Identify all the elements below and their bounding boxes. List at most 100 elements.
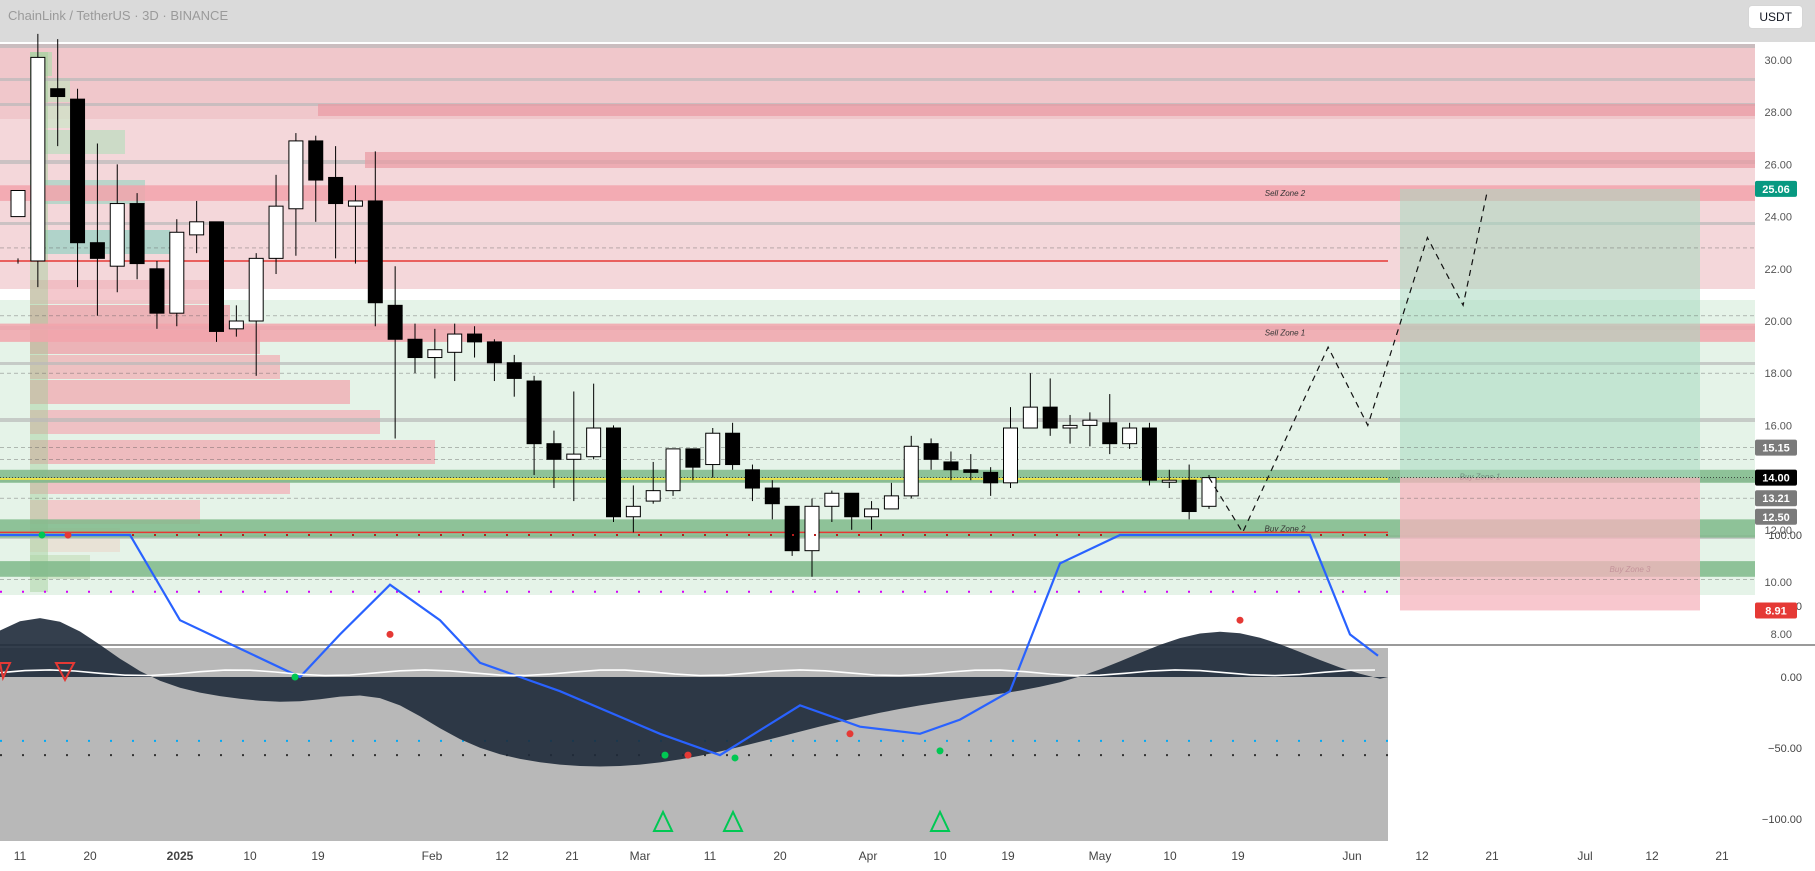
- candle-body: [1141, 427, 1157, 481]
- candle-body: [1201, 477, 1217, 507]
- time-label: 20: [83, 849, 97, 863]
- zone-label: Buy Zone 2: [1265, 524, 1306, 533]
- candle-body: [744, 469, 760, 489]
- time-label: 12: [495, 849, 509, 863]
- candle-body: [586, 427, 602, 458]
- signal-dot: [64, 531, 72, 539]
- time-label: May: [1089, 849, 1112, 863]
- candle-body: [387, 304, 403, 340]
- price-tag: [1755, 508, 1797, 525]
- candle-body: [1181, 479, 1197, 513]
- resistance-band: [365, 152, 1755, 168]
- candle-body: [983, 471, 999, 484]
- candle-body: [566, 453, 582, 460]
- candle-body: [923, 443, 939, 460]
- currency-button[interactable]: USDT: [1748, 5, 1803, 29]
- target-box: [1400, 188, 1700, 478]
- candle-body: [883, 495, 899, 510]
- candle-body: [1062, 424, 1078, 429]
- indicator-tick: −100.00: [1762, 814, 1802, 826]
- candle-body: [824, 492, 840, 507]
- zone-buy-zone-3: [0, 561, 1755, 577]
- level-band: [0, 418, 1755, 422]
- candle-body: [268, 205, 284, 259]
- buy-triangle: [722, 809, 744, 832]
- candle-body: [685, 448, 701, 468]
- candle-body: [407, 338, 423, 359]
- price-tick: 8.00: [1771, 629, 1792, 641]
- price-tag-label: 13.21: [1762, 493, 1790, 505]
- candle-body: [1122, 427, 1138, 445]
- stop-box: [1400, 477, 1700, 611]
- candle-body: [288, 140, 304, 210]
- candle-body: [606, 427, 621, 518]
- candle-body: [308, 140, 324, 181]
- time-axis[interactable]: 11 20 2025 10 19 Feb 12 21 Mar 11 20 Apr 10 19 May 10 19…: [14, 849, 1729, 863]
- candle-body: [1102, 422, 1118, 445]
- candle-body: [725, 432, 741, 466]
- price-tick: 22.00: [1764, 264, 1792, 276]
- price-tag-label: 12.50: [1762, 512, 1790, 524]
- candle-body: [645, 490, 661, 502]
- signal-dot: [661, 751, 669, 759]
- sell-triangle: [0, 662, 12, 682]
- indicator-tick: 100.00: [1768, 530, 1802, 542]
- candle-body: [526, 380, 542, 445]
- candle-body: [1161, 479, 1177, 483]
- level-band: [0, 44, 1755, 48]
- buy-triangle: [652, 809, 674, 832]
- wave-line: [0, 533, 1379, 757]
- candle-body: [1082, 419, 1098, 426]
- price-tick: 30.00: [1764, 55, 1792, 67]
- candle-body: [209, 221, 224, 332]
- level-band: [0, 78, 1755, 81]
- chart-title: ChainLink / TetherUS · 3D · BINANCE: [8, 8, 229, 23]
- candle-body: [367, 200, 383, 304]
- price-tag-label: 14.00: [1762, 473, 1790, 485]
- signal-dot: [1236, 616, 1244, 624]
- position-boxes: [1400, 188, 1700, 611]
- candle-body: [169, 231, 185, 314]
- candle-body: [1022, 406, 1038, 429]
- candle-body: [50, 88, 66, 98]
- time-label: Jul: [1577, 849, 1592, 863]
- price-axis[interactable]: 30.00 28.00 26.00 24.00 22.00 20.00 18.00 16.00…: [1755, 55, 1797, 641]
- time-label: 20: [773, 849, 787, 863]
- time-label: 12: [1415, 849, 1429, 863]
- price-tag: [1755, 469, 1797, 486]
- signal-dot: [386, 630, 394, 638]
- indicator-pane[interactable]: 100.0050.000.00−50.00−100.00: [0, 530, 1815, 841]
- time-label: 19: [311, 849, 325, 863]
- zone-label: Sell Zone 1: [1265, 329, 1305, 338]
- indicator-tick: −50.00: [1768, 743, 1802, 755]
- signal-dot: [38, 531, 46, 539]
- zone-sell-zone-2: [0, 185, 1755, 201]
- indicator-tick: 0.00: [1781, 672, 1802, 684]
- candle-body: [248, 257, 264, 322]
- time-label: 10: [933, 849, 947, 863]
- price-tag: [1755, 439, 1797, 456]
- profile-bar: [30, 440, 435, 464]
- candle-body: [109, 203, 125, 267]
- price-tick: 24.00: [1764, 212, 1792, 224]
- candle-body: [30, 56, 46, 262]
- candle-body: [784, 505, 800, 552]
- price-tag: [1755, 180, 1797, 197]
- signal-dot: [846, 730, 854, 738]
- time-label: 10: [243, 849, 257, 863]
- price-tick: 12.00: [1764, 525, 1792, 537]
- candle-body: [447, 333, 463, 353]
- time-label: Apr: [859, 849, 878, 863]
- price-tick: 26.00: [1764, 159, 1792, 171]
- buy-triangle: [929, 809, 951, 832]
- candle-body: [129, 203, 145, 265]
- candles: [10, 33, 1217, 577]
- price-tick: 16.00: [1764, 420, 1792, 432]
- candle-body: [467, 333, 483, 343]
- profile-bar: [30, 380, 350, 404]
- time-label: Feb: [422, 849, 443, 863]
- price-tick: 10.00: [1764, 577, 1792, 589]
- resistance-band: [318, 104, 1755, 116]
